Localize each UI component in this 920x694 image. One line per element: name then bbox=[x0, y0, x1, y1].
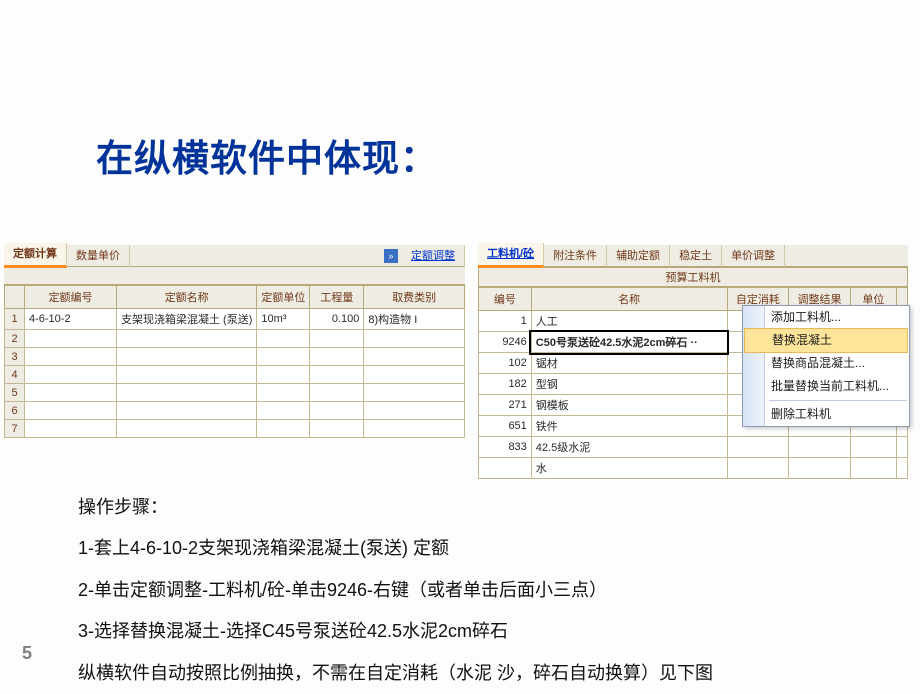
context-menu: 添加工料机... 替换混凝土 替换商品混凝土... 批量替换当前工料机... 删… bbox=[742, 305, 910, 427]
selected-cell[interactable]: C50号泵送砼42.5水泥2cm碎石 ·· bbox=[531, 332, 727, 353]
col-code[interactable]: 定额编号 bbox=[25, 286, 117, 309]
menu-replace-concrete[interactable]: 替换混凝土 bbox=[744, 328, 908, 353]
slide-title: 在纵横软件中体现： bbox=[96, 128, 438, 182]
tab-quota-calc[interactable]: 定额计算 bbox=[4, 243, 67, 268]
arrow-icon[interactable]: » bbox=[384, 249, 398, 263]
step-2: 2-单击定额调整-工料机/砼-单击9246-右键（或者单击后面小三点） bbox=[78, 570, 908, 611]
col-fee[interactable]: 取费类别 bbox=[364, 286, 465, 309]
right-tab-bar: 工料机/砼 附注条件 辅助定额 稳定土 单价调整 bbox=[478, 245, 908, 267]
step-1: 1-套上4-6-10-2支架现浇箱梁混凝土(泵送) 定额 bbox=[78, 528, 908, 569]
col-unit[interactable]: 定额单位 bbox=[257, 286, 310, 309]
tab-cond[interactable]: 附注条件 bbox=[544, 245, 607, 267]
left-tab-bar: 定额计算 数量单价 » 定额调整 bbox=[4, 245, 465, 267]
tab-qty-price[interactable]: 数量单价 bbox=[67, 245, 130, 267]
step-4: 纵横软件自动按照比例抽换，不需在自定消耗（水泥 沙，碎石自动换算）见下图 bbox=[78, 653, 908, 694]
steps-block: 操作步骤： 1-套上4-6-10-2支架现浇箱梁混凝土(泵送) 定额 2-单击定… bbox=[78, 487, 908, 694]
tab-stab[interactable]: 稳定土 bbox=[670, 245, 722, 267]
tab-glj[interactable]: 工料机/砼 bbox=[478, 243, 544, 268]
col-rname[interactable]: 名称 bbox=[531, 288, 727, 311]
col-name[interactable]: 定额名称 bbox=[117, 286, 257, 309]
tab-quota-adjust[interactable]: 定额调整 bbox=[402, 245, 465, 267]
menu-delete-glj[interactable]: 删除工料机 bbox=[743, 403, 909, 426]
left-grid: 定额编号 定额名称 定额单位 工程量 取费类别 1 4-6-10-2 支架现浇箱… bbox=[4, 285, 465, 438]
group-header: 预算工料机 bbox=[478, 267, 908, 287]
menu-replace-product[interactable]: 替换商品混凝土... bbox=[743, 352, 909, 375]
table-row[interactable]: 水 bbox=[479, 458, 908, 479]
table-row[interactable]: 833 42.5级水泥 bbox=[479, 437, 908, 458]
table-row[interactable]: 1 4-6-10-2 支架现浇箱梁混凝土 (泵送) 10m³ 0.100 8)构… bbox=[5, 309, 465, 330]
menu-batch-replace[interactable]: 批量替换当前工料机... bbox=[743, 375, 909, 398]
steps-heading: 操作步骤： bbox=[78, 487, 908, 528]
col-eng[interactable]: 工程量 bbox=[310, 286, 364, 309]
step-3: 3-选择替换混凝土-选择C45号泵送砼42.5水泥2cm碎石 bbox=[78, 611, 908, 652]
menu-add-glj[interactable]: 添加工料机... bbox=[743, 306, 909, 329]
page-number: 5 bbox=[22, 643, 32, 664]
tab-price[interactable]: 单价调整 bbox=[722, 245, 785, 267]
right-grid-panel: 工料机/砼 附注条件 辅助定额 稳定土 单价调整 预算工料机 编号 名称 自定消… bbox=[478, 245, 908, 479]
menu-separator bbox=[769, 400, 907, 401]
col-id[interactable]: 编号 bbox=[479, 288, 532, 311]
tab-aux[interactable]: 辅助定额 bbox=[607, 245, 670, 267]
left-grid-panel: 定额计算 数量单价 » 定额调整 定额编号 定额名称 定额单位 工程量 取费类别… bbox=[4, 245, 465, 438]
